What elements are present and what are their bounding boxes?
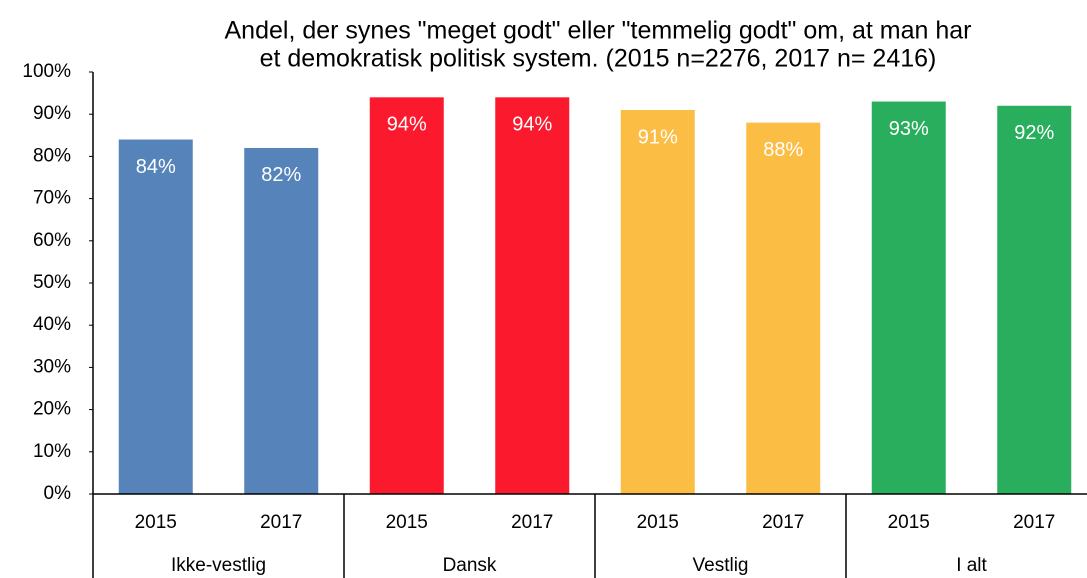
y-tick-label: 20% [33,399,71,420]
x-tick-label: 2017 [511,512,553,533]
group-label: I alt [956,555,987,576]
y-tick-label: 40% [33,314,71,335]
value-label: 93% [889,118,929,140]
chart-subtitle: et demokratisk politisk system. (2015 n=… [260,45,937,73]
y-tick-label: 10% [33,441,71,462]
x-tick-label: 2017 [1013,512,1055,533]
bar [495,97,570,494]
y-tick-label: 100% [22,61,71,82]
bar [746,122,821,494]
bar [997,105,1072,494]
value-label: 84% [136,156,176,178]
y-tick-label: 80% [33,145,71,166]
bar [871,101,946,494]
value-label: 92% [1014,122,1054,144]
y-tick-label: 70% [33,188,71,209]
x-tick-label: 2015 [135,512,177,533]
value-label: 82% [261,164,301,186]
value-label: 91% [638,126,678,148]
y-tick-label: 90% [33,103,71,124]
bar [620,109,695,494]
y-tick-label: 30% [33,356,71,377]
group-label: Vestlig [693,555,749,576]
x-tick-label: 2015 [386,512,428,533]
y-tick-label: 0% [44,483,72,504]
group-label: Dansk [443,555,497,576]
value-label: 94% [512,114,552,136]
y-tick-label: 50% [33,272,71,293]
bar [244,147,319,494]
x-tick-label: 2015 [637,512,679,533]
x-tick-label: 2015 [888,512,930,533]
group-label: Ikke-vestlig [171,555,266,576]
value-label: 88% [763,139,803,161]
bar [118,139,193,494]
x-tick-label: 2017 [762,512,804,533]
bar [369,97,444,494]
chart-subtitle: Andel, der synes "meget godt" eller "tem… [225,17,972,45]
x-tick-label: 2017 [260,512,302,533]
y-tick-label: 60% [33,230,71,251]
value-label: 94% [387,114,427,136]
